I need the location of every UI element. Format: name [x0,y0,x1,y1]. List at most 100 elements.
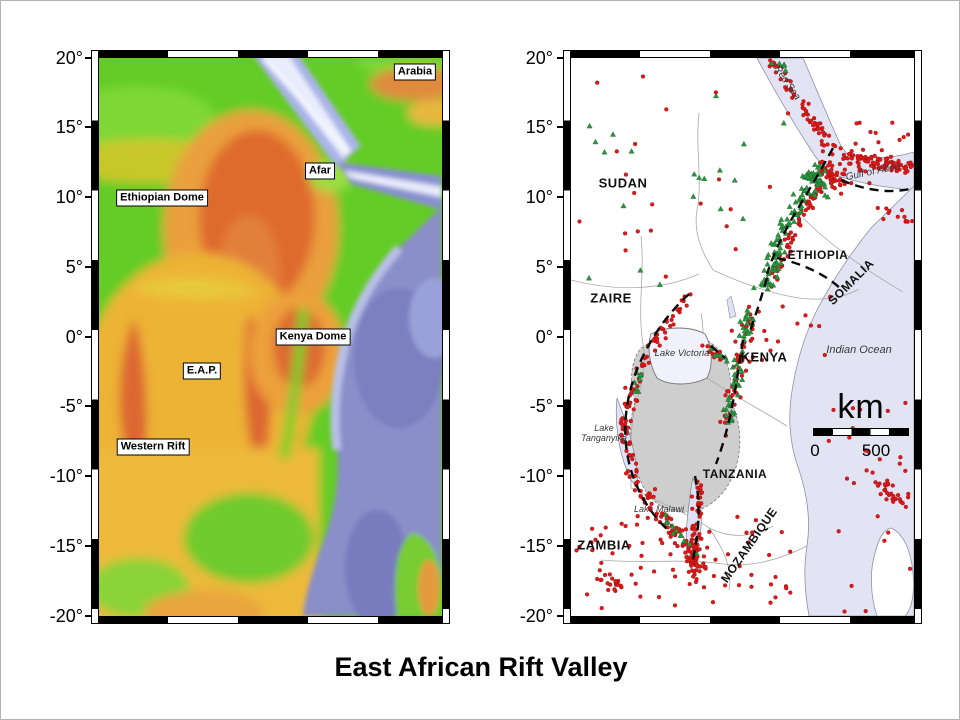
lat-tick-label: 0° [65,326,83,347]
volcano-triangle [736,332,743,338]
country-label: ETHIOPIA [787,248,849,262]
earthquake-dot [906,132,911,137]
earthquake-dot [640,362,645,367]
earthquake-dot [651,569,657,574]
volcano-triangle [713,92,719,99]
earthquake-dot [816,131,822,136]
earthquake-dot [857,168,862,173]
earthquake-dot [856,161,861,166]
lat-tick [85,196,91,198]
earthquake-dot [831,407,836,412]
earthquake-dot [657,343,662,348]
earthquake-dot [820,149,825,154]
earthquake-dot [839,191,844,196]
volcano-triangle [776,249,783,255]
earthquake-dot [768,600,773,605]
volcano-triangle [740,215,746,222]
earthquake-dot [801,99,806,104]
earthquake-dot [820,125,825,131]
earthquake-dot [858,154,863,159]
place-label: Arabia [393,63,437,81]
earthquake-dot [634,467,639,473]
earthquake-dot [779,530,784,535]
lat-tick [85,56,91,59]
earthquake-dot [689,494,694,499]
earthquake-dot [699,536,704,541]
earthquake-dot [834,170,840,175]
earthquake-dot [627,441,633,446]
earthquake-dot [785,111,791,116]
earthquake-dot [816,121,821,126]
earthquake-dot [767,184,772,189]
earthquake-dot [891,494,896,499]
earthquake-dot [896,493,901,498]
slide-title: East African Rift Valley [334,652,628,682]
earthquake-dot [746,540,751,545]
earthquake-dot [664,107,669,112]
indian-ocean-shape [789,185,914,616]
earthquake-dot [782,237,787,242]
red-sea-gulf-of-aden-shape [756,58,914,191]
lat-tick-label: -10° [49,466,83,486]
earthquake-dot [726,389,731,394]
earthquake-dot [801,112,806,118]
volcano-triangle [663,519,670,525]
volcano-triangle [798,185,805,191]
volcano-triangle [690,193,697,199]
earthquake-dot [762,328,767,334]
volcano-triangle [717,205,724,212]
earthquake-dot [655,339,660,345]
earthquake-dot [623,471,629,476]
earthquake-dot [891,499,896,504]
lat-tick [557,126,563,129]
country-label: MOZAMBIQUE [717,504,781,586]
water-label: Gulf of Aden [844,160,902,184]
earthquake-dot [764,337,769,342]
earthquake-dot [705,344,710,349]
volcano-triangle [723,412,730,418]
tanzania-craton-shape [629,334,741,513]
earthquake-dot [884,206,889,211]
earthquake-dot [818,188,823,194]
volcano-triangle [696,174,703,181]
earthquake-dot [698,201,703,206]
lat-tick-label: 10° [525,187,553,207]
volcano-triangle [812,187,819,193]
earthquake-dot [851,481,856,486]
volcano-triangle [746,315,753,321]
earthquake-dot [645,515,650,520]
topography-labels-layer: Arabia Afar Ethiopian Dome Kenya Dome E.A.P.… [99,58,442,616]
earthquake-dot [866,449,871,454]
lat-tick [557,265,563,268]
earthquake-dot [890,120,895,125]
lat-tick-label: 20° [525,47,553,68]
earthquake-dot [671,322,676,327]
earthquake-dot [798,223,803,228]
volcano-triangle [744,330,751,336]
earthquake-dot [829,167,834,172]
earthquake-dot [623,248,628,253]
earthquake-dot [844,476,850,481]
earthquake-dot [877,457,882,462]
volcano-triangle [786,203,793,209]
earthquake-dot [873,161,878,166]
earthquake-dot [668,552,673,557]
volcano-triangle [620,202,627,209]
volcano-triangle [729,411,736,417]
earthquake-dot [724,224,729,229]
earthquake-dot [684,303,689,308]
earthquake-dot [906,491,911,496]
earthquake-dot [663,336,668,341]
earthquake-dot [784,78,789,83]
earthquake-dot [631,407,636,412]
earthquake-dot [797,218,802,223]
volcano-triangle [776,60,783,66]
earthquake-dot [589,540,594,545]
earthquake-dot [905,169,910,174]
earthquake-dot [808,203,813,208]
earthquake-dot [890,164,895,170]
earthquake-dot [788,79,793,84]
earthquake-dot [759,357,765,363]
earthquake-dot [614,149,619,154]
